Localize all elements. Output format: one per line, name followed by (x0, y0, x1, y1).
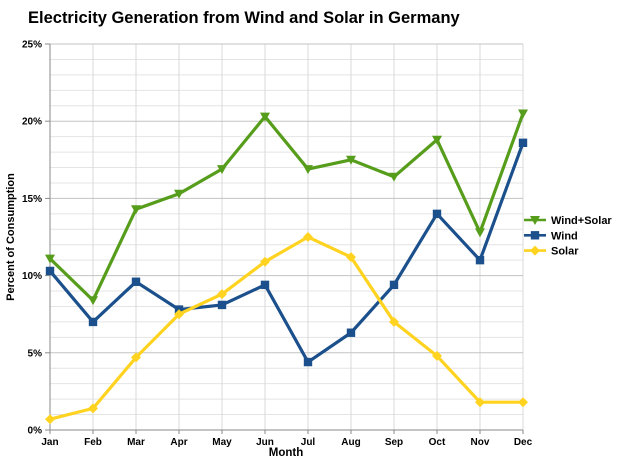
y-tick-label: 10% (22, 271, 42, 282)
x-tick-label: Jul (301, 437, 316, 448)
x-tick-label: Dec (514, 437, 533, 448)
data-point-wind (131, 277, 141, 286)
x-tick-label: Jan (41, 437, 58, 448)
data-point-wind (45, 266, 55, 276)
data-point-wind (303, 357, 313, 367)
data-point-wind (346, 328, 356, 337)
data-point-solar (389, 316, 399, 327)
data-point-solar (475, 397, 485, 408)
data-point-solar (518, 397, 528, 408)
data-point-wind-solar (45, 254, 55, 264)
data-point-wind (432, 209, 442, 219)
data-point-wind (217, 300, 227, 310)
data-point-solar (131, 352, 141, 363)
data-point-wind-solar (174, 189, 184, 199)
data-point-wind-solar (432, 135, 442, 145)
x-axis-title: Month (268, 447, 304, 459)
series-line-wind-solar (48, 112, 525, 304)
chart-title: Electricity Generation from Wind and Sol… (28, 9, 460, 27)
y-tick-label: 0% (28, 426, 43, 437)
data-point-wind (475, 255, 485, 265)
x-tick-label: Mar (127, 437, 145, 448)
data-point-wind-solar (260, 112, 270, 122)
data-point-wind-solar (217, 165, 227, 175)
x-tick-label: Feb (84, 437, 102, 448)
series-line-wind (48, 142, 525, 365)
data-point-wind (389, 280, 399, 290)
data-point-wind (518, 138, 528, 148)
legend-marker-wind-solar (530, 216, 540, 225)
data-point-solar (45, 414, 55, 425)
y-tick-label: 5% (28, 348, 43, 359)
y-tick-label: 15% (22, 194, 42, 205)
legend-label-solar: Solar (551, 246, 579, 258)
data-point-wind (88, 317, 98, 327)
legend-marker-wind (530, 231, 540, 240)
data-point-wind-solar (389, 172, 399, 182)
y-tick-label: 20% (22, 117, 42, 128)
x-tick-label: Oct (429, 437, 446, 448)
x-tick-label: Nov (471, 437, 490, 448)
data-point-wind-solar (518, 109, 528, 119)
data-point-wind-solar (303, 165, 313, 175)
data-point-wind-solar (475, 228, 485, 238)
x-tick-label: Sep (385, 437, 403, 448)
data-point-wind-solar (131, 205, 141, 215)
data-point-solar (346, 252, 356, 263)
y-tick-label: 25% (22, 40, 42, 51)
legend-marker-solar (530, 245, 540, 256)
legend-label-wind: Wind (551, 230, 578, 242)
data-point-solar (174, 309, 184, 320)
data-point-wind (260, 280, 270, 290)
x-tick-label: Aug (341, 437, 360, 448)
data-point-solar (432, 350, 442, 361)
legend-label-wind-solar: Wind+Solar (551, 215, 612, 227)
x-tick-label: Apr (170, 437, 187, 448)
data-point-wind-solar (88, 296, 98, 306)
x-tick-label: Jun (256, 437, 274, 448)
series-line-solar (49, 235, 523, 421)
data-point-solar (303, 232, 313, 242)
data-point-solar (88, 403, 98, 414)
x-tick-label: May (212, 437, 232, 448)
data-point-solar (260, 256, 270, 267)
data-point-wind-solar (346, 155, 356, 165)
data-point-solar (217, 289, 227, 300)
